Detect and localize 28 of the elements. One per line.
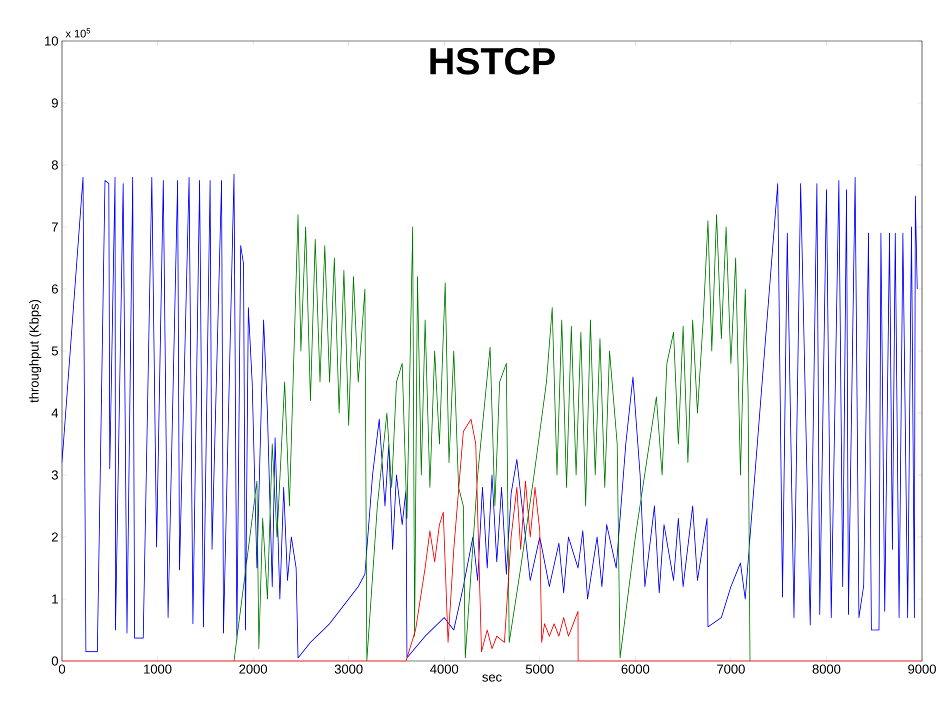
x-tick-label: 9000: [908, 664, 936, 674]
y-tick-label: 1: [52, 594, 58, 604]
line-series: [62, 418, 922, 662]
y-tick-label: 9: [52, 98, 58, 108]
x-tick-label: 6000: [622, 664, 650, 674]
y-tick-label: 4: [52, 408, 58, 418]
x-tick-label: 1000: [144, 664, 172, 674]
line-series: [62, 174, 918, 658]
x-axis-title: sec: [482, 674, 502, 682]
y-tick-label: 10: [45, 36, 58, 46]
x-tick-label: 0: [58, 664, 66, 674]
y-tick-label: 5: [52, 346, 58, 356]
x-tick-label: 8000: [812, 664, 840, 674]
x-tick-label: 4000: [430, 664, 458, 674]
y-tick-label: 0: [52, 656, 58, 666]
x-tick-label: 5000: [526, 664, 554, 674]
y-tick-label: 7: [52, 222, 58, 232]
x-tick-label: 7000: [717, 664, 745, 674]
y-tick-label: 8: [52, 160, 58, 170]
y-tick-label: 6: [52, 284, 58, 294]
x-tick-label: 2000: [239, 664, 268, 674]
chart-title: HSTCP: [430, 48, 555, 75]
y-tick-label: 3: [52, 470, 58, 480]
y-tick-label: 2: [52, 532, 58, 542]
y-axis-title: throughput (Kbps): [29, 300, 42, 403]
x-tick-label: 3000: [334, 664, 363, 674]
text: x 10$^{5}$: [66, 28, 90, 38]
line-series: [234, 214, 750, 662]
